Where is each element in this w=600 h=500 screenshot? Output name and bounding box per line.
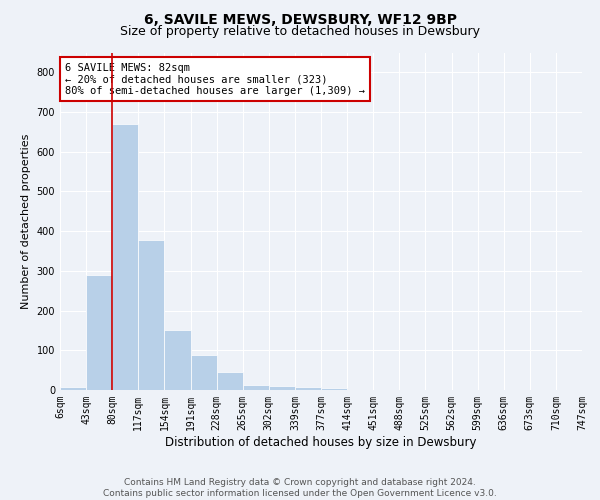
Bar <box>191 355 217 390</box>
Bar <box>217 372 243 390</box>
Bar <box>242 385 269 390</box>
Text: 6 SAVILE MEWS: 82sqm
← 20% of detached houses are smaller (323)
80% of semi-deta: 6 SAVILE MEWS: 82sqm ← 20% of detached h… <box>65 62 365 96</box>
Text: 6, SAVILE MEWS, DEWSBURY, WF12 9BP: 6, SAVILE MEWS, DEWSBURY, WF12 9BP <box>143 12 457 26</box>
X-axis label: Distribution of detached houses by size in Dewsbury: Distribution of detached houses by size … <box>165 436 477 448</box>
Bar <box>112 124 139 390</box>
Text: Size of property relative to detached houses in Dewsbury: Size of property relative to detached ho… <box>120 25 480 38</box>
Bar <box>164 330 191 390</box>
Bar <box>269 386 295 390</box>
Bar <box>295 387 321 390</box>
Bar <box>139 240 164 390</box>
Bar <box>86 275 112 390</box>
Y-axis label: Number of detached properties: Number of detached properties <box>21 134 31 309</box>
Bar <box>321 388 347 390</box>
Bar <box>60 387 86 390</box>
Text: Contains HM Land Registry data © Crown copyright and database right 2024.
Contai: Contains HM Land Registry data © Crown c… <box>103 478 497 498</box>
